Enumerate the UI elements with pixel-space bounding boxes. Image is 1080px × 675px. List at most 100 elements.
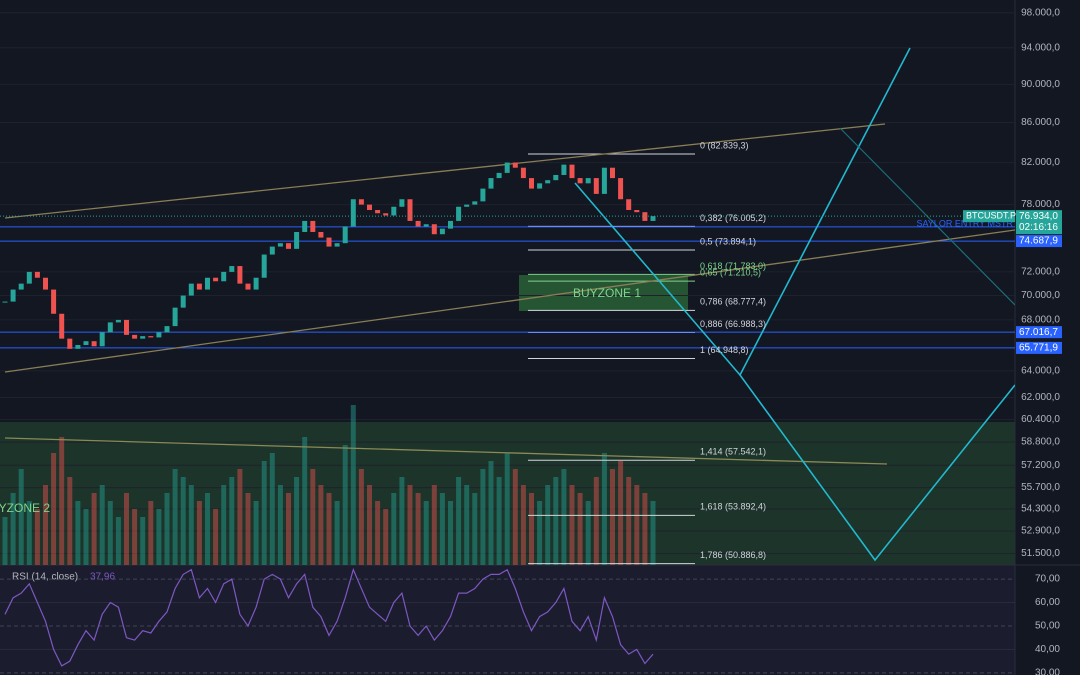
fib-label: 0,5 (73.894,1) [700,236,756,246]
volume-bar [383,509,389,565]
candle [286,243,291,249]
rsi-line [4,567,654,667]
candle [172,307,178,327]
candle [91,341,97,347]
y-tick-label: 94.000,0 [1021,42,1060,53]
y-tick-label: 90.000,0 [1021,79,1060,90]
candle [237,266,243,284]
trendline [4,229,1015,373]
y-tick-label: 51.500,0 [1021,548,1060,559]
volume-bar [180,477,186,565]
y-tick-label: 72.000,0 [1021,267,1060,278]
price-tag-label: 65.771,9 [1019,343,1058,354]
price-tag-label: 67.016,7 [1019,327,1058,338]
volume-bar [561,469,567,565]
price-tag-label: 74.687,9 [1019,236,1058,247]
y-tick-label: 55.700,0 [1021,482,1060,493]
candle [553,174,559,181]
candle [642,212,648,221]
candle [59,313,65,339]
candle [585,178,591,184]
candle [593,178,599,194]
y-tick-label: 82.000,0 [1021,157,1060,168]
volume-bar [132,509,138,565]
candle [496,172,502,179]
candle [302,220,308,232]
candle [205,277,210,290]
candle [156,332,162,338]
volume-bar [75,501,81,565]
volume-bar [318,485,324,565]
volume-bar [537,501,543,565]
candle [618,178,624,200]
y-tick-label: 60.400,0 [1021,414,1060,425]
volume-bar [188,485,194,565]
candle [439,228,445,235]
volume-bar [520,485,526,565]
volume-bar [367,485,372,565]
price-tag [1016,235,1062,248]
volume-bar [99,485,105,565]
candles [2,162,656,349]
candle [253,277,259,290]
candle [472,201,478,205]
volume-bar [26,501,32,565]
rsi-tick-label: 50,00 [1035,621,1060,632]
volume-bar [245,493,251,565]
candle [545,180,551,184]
candle [140,336,146,339]
volume-bar [399,477,405,565]
volume-bar [34,509,40,565]
volume-bar [569,485,575,565]
price-tag [1016,341,1062,354]
fib-label: 1,618 (53.892,4) [700,502,766,512]
volume-bar [107,501,113,565]
volume-bar [334,501,340,565]
volume-bar [407,485,413,565]
candle [269,246,275,255]
volume-bar [83,509,89,565]
y-tick-label: 52.900,0 [1021,526,1060,537]
volume-bar [115,517,121,565]
volume-bar [156,509,162,565]
fib-label: 1,786 (50.886,8) [700,550,766,560]
rsi-pane [0,565,1015,675]
rsi-tick-label: 30,00 [1035,668,1060,675]
volume-bar [59,437,65,565]
volume-bar [196,501,202,565]
price-axis: 98.000,0 94.000,0 90.000,0 86.000,0 82.000,0… [1021,7,1060,675]
volume-bar [18,469,24,565]
volume-bar [10,493,16,565]
volume-bar [634,485,640,565]
y-tick-label: 64.000,0 [1021,366,1060,377]
volume-bar [626,477,632,565]
volume-bar [205,493,210,565]
candle [107,322,113,333]
rsi-tick-label: 70,00 [1035,574,1060,585]
y-tick-label: 62.000,0 [1021,392,1060,403]
candle [26,271,32,284]
volume-bar [326,493,332,565]
candle [520,167,526,179]
candle [407,199,413,221]
trendline [4,437,888,465]
fib-label: 1,414 (57.542,1) [700,447,766,457]
candle [415,220,421,227]
candle [529,178,534,189]
volume-bar [585,501,591,565]
volume-bar [439,493,445,565]
volume-bar [577,493,583,565]
rsi-last: 37,96 [90,572,115,583]
fib-label: 0,786 (68.777,4) [700,297,766,307]
volume-bar [221,485,227,565]
candle [375,210,381,214]
y-tick-label: 70.000,0 [1021,290,1060,301]
candle [99,332,105,347]
candle [213,277,219,282]
volume-bar [213,509,219,565]
volume-bar [480,469,486,565]
y-tick-label: 78.000,0 [1021,199,1060,210]
volume-bar [164,493,170,565]
volume-bar [286,493,291,565]
